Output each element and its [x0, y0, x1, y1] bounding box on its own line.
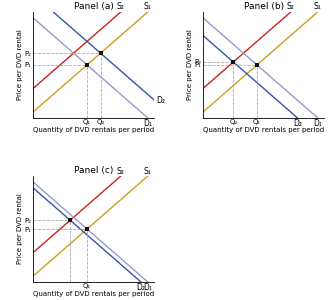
Text: S₂: S₂ [287, 2, 295, 11]
Text: S₁: S₁ [144, 167, 152, 176]
Text: S₁: S₁ [144, 2, 152, 11]
Text: S₂: S₂ [117, 2, 124, 11]
Text: D₂: D₂ [136, 283, 145, 292]
Title: Panel (a): Panel (a) [74, 2, 114, 11]
Text: D₁: D₁ [313, 119, 322, 128]
Title: Panel (b): Panel (b) [244, 2, 284, 11]
Text: D₂: D₂ [293, 119, 302, 128]
Text: D₂: D₂ [156, 96, 165, 105]
X-axis label: Quantity of DVD rentals per period: Quantity of DVD rentals per period [203, 127, 324, 133]
Text: D₁: D₁ [143, 119, 152, 128]
Y-axis label: Price per DVD rental: Price per DVD rental [187, 29, 193, 101]
Y-axis label: Price per DVD rental: Price per DVD rental [17, 194, 23, 265]
Title: Panel (c): Panel (c) [74, 166, 114, 175]
Text: D₁: D₁ [143, 283, 152, 292]
X-axis label: Quantity of DVD rentals per period: Quantity of DVD rentals per period [33, 127, 154, 133]
Y-axis label: Price per DVD rental: Price per DVD rental [17, 29, 23, 101]
Text: S₂: S₂ [117, 167, 124, 176]
Text: S₁: S₁ [314, 2, 321, 11]
X-axis label: Quantity of DVD rentals per period: Quantity of DVD rentals per period [33, 291, 154, 297]
